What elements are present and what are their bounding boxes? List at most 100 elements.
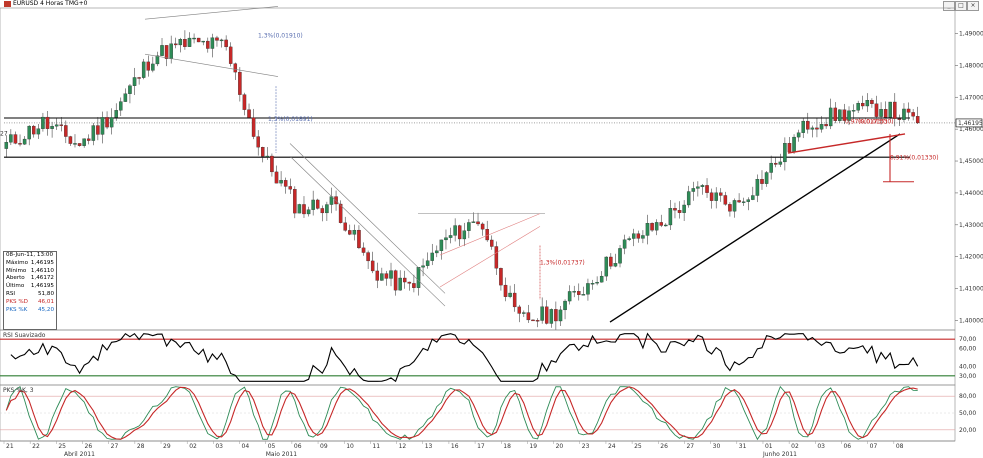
y-tick-label: 1,40000: [959, 317, 983, 324]
candle-body: [430, 252, 434, 261]
left-edge-label: 27: [0, 131, 8, 138]
candle-body: [700, 185, 705, 187]
candle-body: [293, 189, 297, 214]
candle-body: [902, 108, 906, 120]
date-tick-label: 20: [556, 443, 564, 450]
candle-body: [906, 108, 911, 113]
down-channel-lower: [289, 156, 446, 307]
candle-body: [751, 195, 755, 200]
candle-body: [196, 37, 201, 43]
candle-body: [398, 277, 402, 291]
candle-body: [338, 203, 343, 223]
window-controls: _ □ ×: [943, 1, 979, 11]
candle-body: [361, 247, 366, 253]
minimize-button[interactable]: _: [943, 1, 955, 11]
info-row-high: Máximo 1,46195: [4, 260, 56, 268]
candle-body: [618, 248, 622, 264]
candle-body: [577, 291, 581, 295]
candle-body: [691, 188, 696, 192]
candle-body: [288, 186, 293, 190]
candle-body: [641, 235, 645, 239]
candle-body: [105, 117, 109, 128]
info-row-pks-k: PKS %K 45,20: [4, 307, 56, 315]
candle-body: [233, 63, 238, 73]
candle-body: [228, 46, 233, 64]
candle-body: [650, 223, 654, 231]
maximize-button[interactable]: □: [955, 1, 967, 11]
info-value: 1,46110: [30, 267, 54, 274]
annotation-label: 1,3%(0,01910): [258, 32, 303, 39]
candle-body: [224, 39, 228, 48]
chart-icon: [4, 0, 11, 7]
date-tick-label: 26: [85, 443, 93, 450]
candle-body: [352, 229, 357, 235]
info-label: Mínimo: [6, 267, 27, 274]
candle-body: [705, 185, 709, 193]
candle-body: [77, 143, 82, 146]
candle-body: [769, 162, 773, 173]
date-tick-label: 29: [163, 443, 171, 450]
candle-body: [283, 180, 288, 187]
candle-body: [535, 320, 540, 322]
candle-body: [627, 238, 631, 240]
candle-body: [41, 116, 45, 129]
date-tick-label: 25: [634, 443, 642, 450]
rsi-line: [10, 332, 919, 383]
candle-body: [897, 118, 902, 120]
candle-body: [325, 204, 329, 214]
stoch-panel-title: PKS %K, 3: [3, 387, 34, 394]
candle-body: [357, 229, 361, 249]
candle-body: [636, 233, 641, 239]
candle-body: [389, 270, 393, 279]
candle-body: [517, 306, 522, 314]
candle-body: [485, 229, 489, 241]
candle-body: [425, 260, 430, 266]
candle-body: [448, 235, 453, 238]
info-box: 08-Jun-11, 13:00 Máximo 1,46195 Mínimo 1,4…: [3, 251, 57, 330]
candle-body: [109, 117, 114, 128]
candle-body: [192, 37, 196, 40]
candle-body: [169, 43, 173, 59]
candle-body: [677, 210, 682, 213]
stoch-d-line: [5, 386, 918, 440]
candle-body: [348, 230, 352, 235]
candle-body: [631, 233, 636, 239]
candle-body: [407, 281, 412, 284]
candle-body: [123, 93, 128, 102]
date-tick-label: 12: [399, 443, 407, 450]
candle-body: [659, 222, 663, 226]
candle-body: [370, 260, 375, 272]
candle-body: [741, 201, 746, 203]
flag-lower: [439, 226, 541, 288]
channel-line-upper: [144, 6, 279, 20]
candle-body: [590, 283, 595, 285]
date-tick-label: 28: [137, 443, 145, 450]
channel-line-lower: [144, 53, 279, 77]
date-tick-label: 03: [215, 443, 223, 450]
candle-body: [384, 273, 389, 279]
date-tick-label: 24: [608, 443, 616, 450]
axes-layer: 1,49000 1,48000 1,47000 1,46000 1,45000 1,440…: [0, 31, 983, 458]
candle-body: [50, 126, 54, 129]
candle-body: [462, 230, 467, 240]
candle-body: [787, 143, 792, 153]
candle-body: [471, 221, 476, 223]
candle-body: [238, 71, 242, 95]
candle-body: [265, 155, 270, 158]
candle-body: [311, 199, 315, 210]
close-button[interactable]: ×: [967, 1, 979, 11]
candle-body: [586, 283, 590, 295]
candle-body: [746, 199, 751, 202]
candle-body: [297, 204, 302, 214]
candle-body: [760, 179, 764, 184]
date-tick-label: 03: [817, 443, 825, 450]
y-tick-label: 1,42000: [959, 254, 983, 261]
candle-body: [604, 256, 609, 277]
candle-body: [915, 116, 920, 124]
info-label: Aberto: [6, 275, 25, 282]
annotation-label: 0,91%(0,01330): [890, 154, 939, 161]
candle-body: [714, 192, 718, 201]
date-tick-label: 02: [189, 443, 197, 450]
candle-body: [860, 102, 865, 107]
